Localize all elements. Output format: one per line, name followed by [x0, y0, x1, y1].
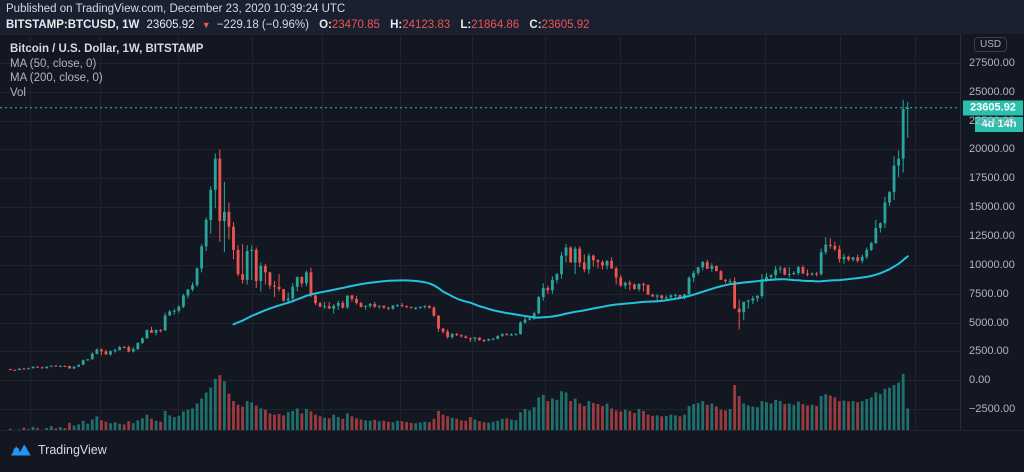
current-price-badge: 23605.92 — [963, 100, 1023, 116]
tradingview-logo-icon — [11, 444, 31, 456]
tradingview-branding[interactable]: TradingView — [10, 442, 107, 457]
price-change-value: −229.18 (−0.96%) — [216, 19, 309, 31]
triangle-down-icon: ▼ — [201, 20, 211, 30]
price-tick-label: 7500.00 — [969, 287, 1009, 300]
chart-canvas — [0, 34, 960, 438]
price-tick-label: 17500.00 — [969, 172, 1015, 185]
close-label: C: — [529, 19, 542, 31]
price-tick-label: 20000.00 — [969, 143, 1015, 156]
quote-line: BITSTAMP:BTCUSD, 1W 23605.92 ▼ −229.18 (… — [6, 17, 1024, 33]
countdown-badge: 4d 14h — [975, 116, 1023, 132]
price-tick-label: 15000.00 — [969, 201, 1015, 214]
price-tick-label: 2500.00 — [969, 345, 1009, 358]
footer-bar: TradingView — [0, 430, 1024, 472]
last-price-value: 23605.92 — [146, 19, 195, 31]
price-tick-label: 27500.00 — [969, 56, 1015, 69]
chart-pane: Bitcoin / U.S. Dollar, 1W, BITSTAMP MA (… — [0, 34, 1024, 471]
open-label: O: — [319, 19, 332, 31]
low-value: 21864.86 — [471, 19, 520, 31]
low-label: L: — [460, 19, 472, 31]
price-axis[interactable]: USD 23605.92 4d 14h 27500.00 25000.00 2250… — [960, 34, 1024, 438]
price-tick-label: 5000.00 — [969, 316, 1009, 329]
plot-area[interactable]: Bitcoin / U.S. Dollar, 1W, BITSTAMP MA (… — [0, 34, 960, 438]
price-tick-label: 0.00 — [969, 374, 991, 387]
open-value: 23470.85 — [331, 19, 380, 31]
high-value: 24123.83 — [402, 19, 451, 31]
price-tick-label: 10000.00 — [969, 258, 1015, 271]
high-label: H: — [390, 19, 403, 31]
tradingview-wordmark: TradingView — [38, 442, 107, 457]
symbol-label: BITSTAMP:BTCUSD, — [6, 19, 119, 31]
chart-header: Published on TradingView.com, December 2… — [0, 0, 1024, 34]
price-tick-label: −2500.00 — [969, 403, 1016, 416]
currency-badge: USD — [974, 37, 1008, 52]
published-line: Published on TradingView.com, December 2… — [6, 3, 346, 15]
interval-label: 1W — [122, 19, 140, 31]
close-value: 23605.92 — [541, 19, 590, 31]
price-tick-label: 12500.00 — [969, 230, 1015, 242]
price-tick-label: 25000.00 — [969, 85, 1015, 98]
price-tick-label: 22500.00 — [969, 114, 1015, 127]
